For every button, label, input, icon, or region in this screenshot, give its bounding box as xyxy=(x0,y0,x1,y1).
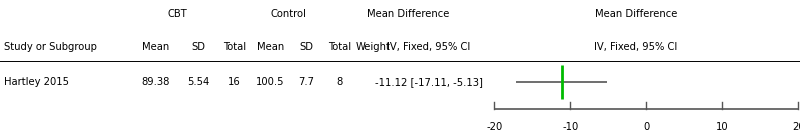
Text: Mean Difference: Mean Difference xyxy=(595,9,677,19)
Text: SD: SD xyxy=(299,42,314,52)
Text: 8: 8 xyxy=(336,77,342,87)
Text: Total: Total xyxy=(328,42,350,52)
Text: SD: SD xyxy=(191,42,206,52)
Text: 10: 10 xyxy=(716,122,729,131)
Text: 0: 0 xyxy=(643,122,650,131)
Text: Mean Difference: Mean Difference xyxy=(367,9,449,19)
Text: Control: Control xyxy=(270,9,306,19)
Text: 7.7: 7.7 xyxy=(298,77,314,87)
Text: IV, Fixed, 95% CI: IV, Fixed, 95% CI xyxy=(387,42,470,52)
Text: Weight: Weight xyxy=(355,42,390,52)
Text: 20: 20 xyxy=(792,122,800,131)
Text: -20: -20 xyxy=(486,122,502,131)
Text: 89.38: 89.38 xyxy=(142,77,170,87)
Text: Mean: Mean xyxy=(142,42,170,52)
Text: Study or Subgroup: Study or Subgroup xyxy=(4,42,97,52)
Text: 100.5: 100.5 xyxy=(256,77,285,87)
Text: Hartley 2015: Hartley 2015 xyxy=(4,77,69,87)
Text: CBT: CBT xyxy=(168,9,187,19)
Text: Total: Total xyxy=(223,42,246,52)
Text: 16: 16 xyxy=(228,77,241,87)
Text: Mean: Mean xyxy=(257,42,284,52)
Text: -10: -10 xyxy=(562,122,578,131)
Text: IV, Fixed, 95% CI: IV, Fixed, 95% CI xyxy=(594,42,678,52)
Text: 5.54: 5.54 xyxy=(187,77,210,87)
Text: -11.12 [-17.11, -5.13]: -11.12 [-17.11, -5.13] xyxy=(375,77,482,87)
